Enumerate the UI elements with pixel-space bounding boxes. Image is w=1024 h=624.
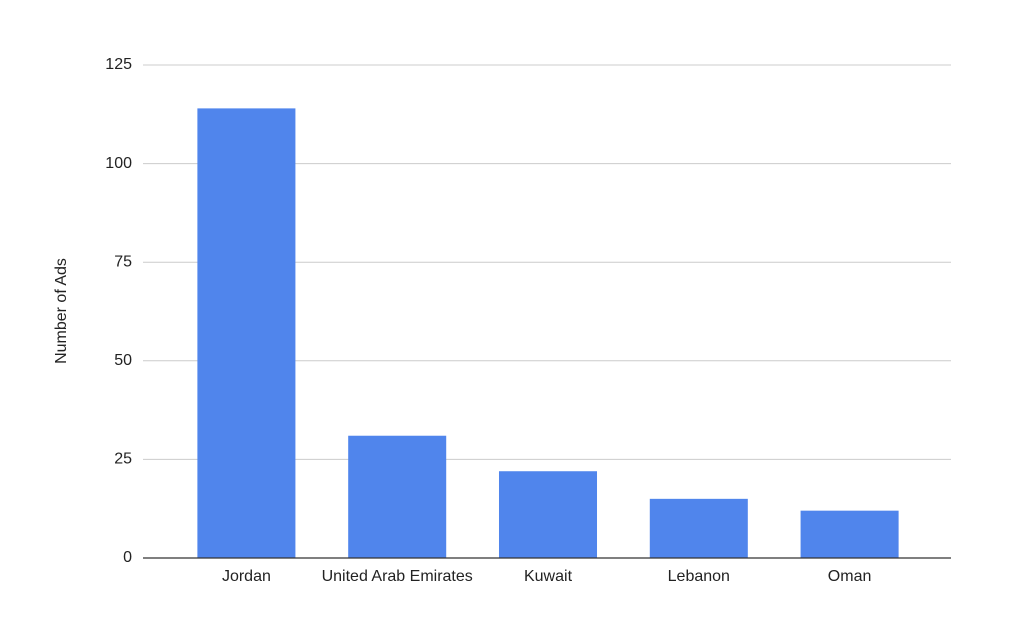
x-tick-label: Oman — [828, 568, 872, 585]
y-tick-label: 25 — [114, 451, 132, 468]
bar — [348, 435, 447, 558]
y-axis-label: Number of Ads — [53, 258, 70, 364]
y-tick-label: 100 — [105, 155, 132, 172]
y-tick-label: 50 — [114, 352, 132, 369]
bar — [197, 108, 296, 558]
y-tick-label: 0 — [123, 549, 132, 566]
y-tick-label: 75 — [114, 253, 132, 270]
bar — [649, 498, 748, 558]
x-tick-label: United Arab Emirates — [322, 568, 473, 585]
x-tick-label: Kuwait — [524, 568, 573, 585]
x-tick-label: Jordan — [222, 568, 271, 585]
bar — [498, 471, 598, 558]
y-tick-label: 125 — [105, 56, 132, 73]
x-tick-label: Lebanon — [668, 568, 730, 585]
bar — [800, 510, 899, 558]
